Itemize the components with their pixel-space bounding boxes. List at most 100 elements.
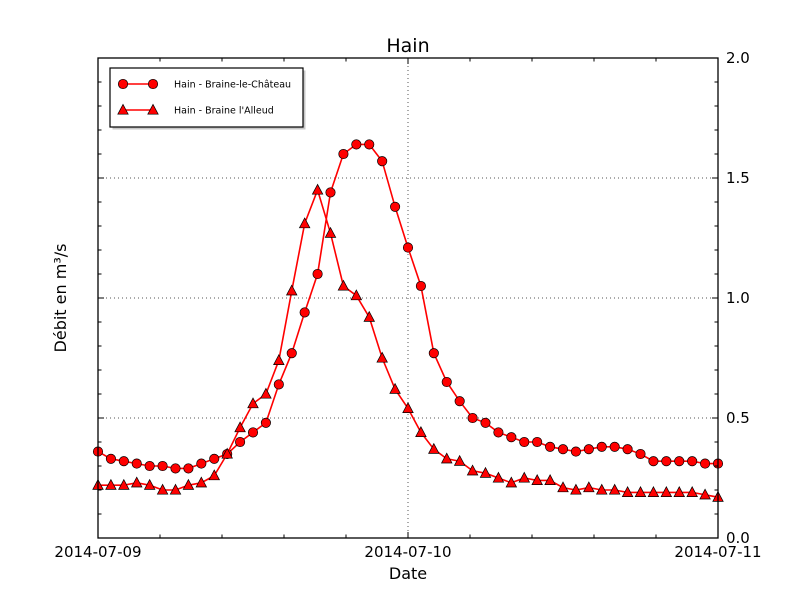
data-point-triangle (298, 217, 311, 229)
grid-layer (98, 58, 718, 538)
legend-entry-alleud: Hain - Braine l'Alleud (174, 106, 274, 117)
data-point-circle (506, 432, 517, 443)
data-point-triangle (285, 284, 298, 296)
data-point-triangle (182, 478, 195, 490)
data-point-circle (118, 456, 129, 467)
data-point-circle (235, 436, 246, 448)
y-tick-label: 1.5 (726, 169, 750, 187)
data-point-triangle (518, 471, 531, 483)
data-point-triangle (557, 481, 569, 493)
legend-circle-marker-icon (117, 78, 129, 90)
data-point-circle (480, 417, 491, 428)
data-point-circle (493, 427, 504, 438)
x-tick-label: 2014-07-10 (364, 543, 451, 561)
data-point-triangle (337, 279, 350, 291)
tick-label-layer: 0.0 0.5 1.0 1.5 2.0 2014-07-09 2014-07-10 2014-… (54, 49, 761, 561)
data-point-circle (260, 417, 271, 428)
data-point-triangle (389, 382, 401, 394)
data-point-triangle (531, 474, 543, 485)
data-point-circle (596, 441, 607, 452)
data-point-circle (532, 436, 543, 448)
data-point-circle (661, 456, 672, 467)
data-point-triangle (169, 483, 182, 495)
data-point-circle (105, 453, 116, 464)
data-point-triangle (544, 474, 556, 485)
legend-triangle-marker-icon (117, 103, 129, 115)
data-point-circle (273, 379, 284, 390)
data-point-circle (622, 444, 633, 455)
data-point-circle (390, 201, 401, 212)
data-point-circle (364, 139, 375, 150)
legend: Hain - Braine-le-Château Hain - Braine l… (109, 67, 306, 130)
data-point-triangle (195, 476, 208, 488)
legend-entry-chateau: Hain - Braine-le-Château (174, 80, 291, 91)
data-point-circle (687, 456, 698, 467)
data-point-triangle (143, 478, 156, 490)
data-point-triangle (621, 486, 634, 497)
data-point-circle (325, 187, 336, 198)
data-point-circle (402, 242, 414, 253)
data-point-circle (377, 156, 388, 167)
data-point-triangle (324, 226, 337, 238)
data-point-circle (170, 463, 181, 474)
y-tick-label: 0.5 (726, 409, 750, 427)
data-point-circle (609, 441, 620, 452)
data-point-triangle (647, 486, 660, 497)
data-point-triangle (273, 354, 285, 365)
data-point-circle (299, 307, 310, 318)
x-axis-label: Date (389, 564, 427, 583)
data-point-triangle (415, 426, 427, 437)
data-point-triangle (699, 488, 711, 500)
data-point-triangle (428, 442, 440, 454)
data-point-triangle (221, 447, 233, 459)
data-point-circle (648, 456, 659, 467)
data-point-triangle (505, 476, 518, 488)
data-point-circle (351, 139, 362, 150)
data-point-circle (247, 427, 259, 438)
data-point-circle (454, 396, 465, 407)
data-point-triangle (634, 486, 647, 497)
data-point-circle (196, 458, 207, 469)
data-point-triangle (453, 454, 466, 466)
data-point-circle (286, 348, 297, 359)
data-point-triangle (363, 310, 376, 322)
y-tick-label: 2.0 (726, 49, 750, 67)
y-tick-label: 1.0 (726, 289, 750, 307)
data-point-circle (674, 456, 685, 467)
data-point-circle (144, 460, 155, 472)
data-point-circle (131, 458, 142, 469)
series-circles (92, 139, 724, 474)
data-point-circle (428, 348, 439, 359)
data-point-circle (583, 444, 594, 455)
data-point-triangle (660, 486, 673, 497)
data-point-circle (467, 412, 478, 424)
series-layer (92, 139, 724, 502)
axes-layer (97, 57, 719, 539)
legend-triangle-marker-icon (147, 103, 159, 115)
data-point-triangle (118, 478, 130, 490)
data-point-circle (635, 448, 646, 460)
data-point-circle (338, 148, 349, 160)
data-point-circle (415, 280, 426, 292)
data-point-triangle (208, 469, 221, 481)
data-point-circle (545, 441, 556, 452)
data-point-circle (700, 458, 711, 469)
series-triangles (92, 183, 724, 502)
data-point-triangle (595, 483, 608, 495)
data-point-triangle (673, 486, 686, 497)
data-point-circle (519, 436, 530, 448)
data-point-triangle (105, 478, 117, 490)
data-point-triangle (376, 351, 388, 363)
data-point-triangle (492, 471, 505, 483)
data-point-circle (157, 460, 168, 472)
y-tick-label: 0.0 (726, 529, 750, 547)
data-point-triangle (247, 397, 259, 409)
data-point-triangle (686, 486, 698, 497)
data-point-triangle (570, 483, 582, 495)
data-point-triangle (350, 289, 363, 301)
legend-box (109, 67, 304, 128)
y-axis-label: Débit en m³/s (51, 244, 70, 353)
data-point-triangle (130, 476, 143, 488)
